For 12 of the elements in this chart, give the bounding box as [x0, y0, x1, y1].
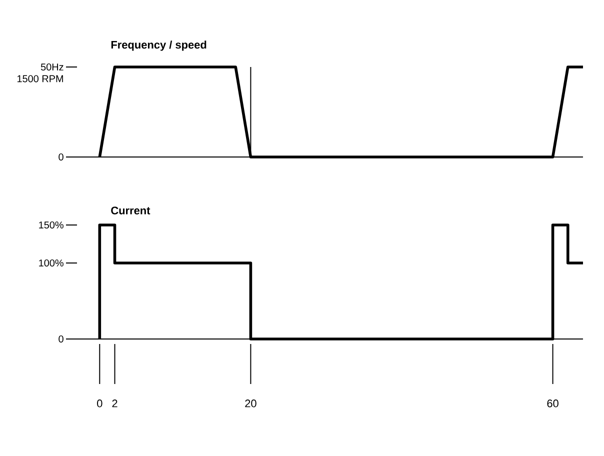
chart-title: Current [111, 206, 150, 214]
x-tick-label: 20 [245, 400, 256, 408]
y-tick-label: 0 [58, 335, 64, 343]
y-tick-label: 100% [39, 259, 64, 267]
y-tick-label: 0 [58, 153, 64, 161]
y-tick-label: 150% [39, 221, 64, 229]
text: 1500 RPM [17, 75, 63, 82]
x-tick-label: 60 [547, 400, 558, 408]
x-tick-label: 2 [112, 400, 118, 408]
y-tick-label: 50Hz [40, 63, 64, 71]
x-tick-label: 0 [97, 400, 102, 408]
chart-title: Frequency / speed [111, 40, 206, 51]
